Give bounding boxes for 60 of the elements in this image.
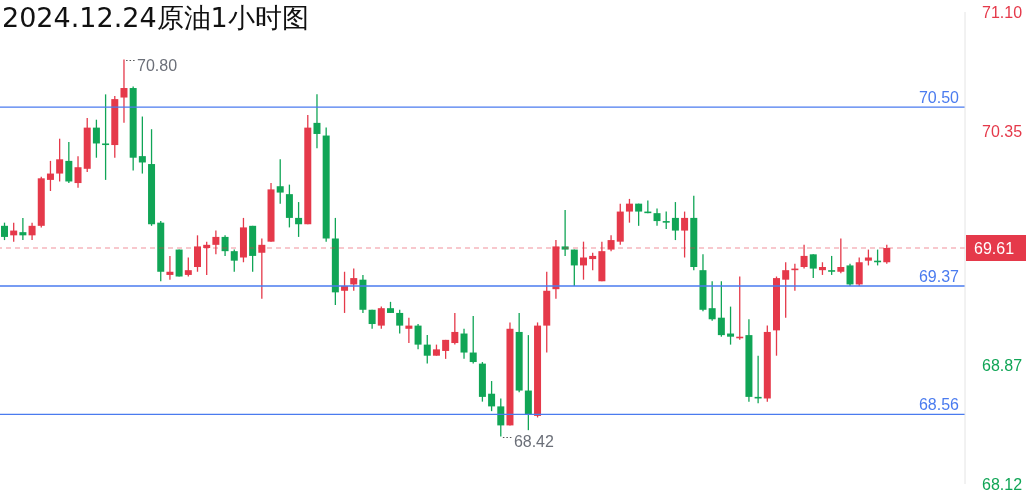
candlestick [258,237,266,300]
y-tick-label: 68.87 [982,357,1023,375]
candlestick [828,255,836,276]
candlestick [221,234,229,257]
candlestick [671,201,679,241]
candlestick [405,317,413,344]
candlestick [313,93,321,149]
ref-line-label: 69.37 [918,268,960,286]
candlestick [120,58,128,124]
candlestick [350,267,358,292]
candlestick [524,334,532,431]
candlestick [102,93,110,181]
candlestick [423,334,431,365]
candlestick [212,229,220,255]
candlestick [717,280,725,338]
ref-line-label: 70.50 [918,89,960,107]
candlestick [65,141,73,184]
candlestick [561,209,569,257]
chart-title: 2024.12.24原油1小时图 [2,1,309,35]
candlestick [681,210,689,259]
y-tick-label: 71.10 [982,4,1023,21]
candlestick [203,241,211,276]
candlestick [497,397,505,438]
candlestick [166,255,174,281]
candlestick [782,261,790,319]
y-tick-label: 70.35 [982,122,1023,140]
candlestick [488,380,496,412]
annotation: 70.80 [137,56,178,74]
candlestick [138,115,146,175]
ref-line-label: 68.56 [918,396,960,414]
candlestick [230,248,238,273]
candlestick [809,253,817,279]
candlestick [194,234,201,273]
annotation: 68.42 [513,433,555,451]
candlestick [460,328,468,360]
candlestick [837,237,845,274]
candlestick [846,263,854,287]
candlestick [855,256,863,287]
y-tick-label: 68.12 [982,476,1023,493]
candlestick [46,160,54,192]
candlestick [19,217,27,241]
candlestick [377,305,385,330]
candlestick [414,323,422,351]
candlestick [295,201,303,238]
candlestick [727,305,735,346]
candlestick [800,244,808,270]
candlestick [570,248,578,287]
candlestick [184,256,192,278]
candlestick [396,309,404,335]
candlestick [451,312,459,346]
candlestick [625,198,633,224]
ref-line-label: 69.61 [974,240,1015,257]
candlestick [74,155,82,189]
candlestick [92,119,100,159]
candlestick [56,138,64,183]
candlestick [708,280,716,322]
candlestick [276,158,284,205]
candlestick [285,183,293,229]
candlestick [469,315,477,365]
candlestick [883,244,891,265]
